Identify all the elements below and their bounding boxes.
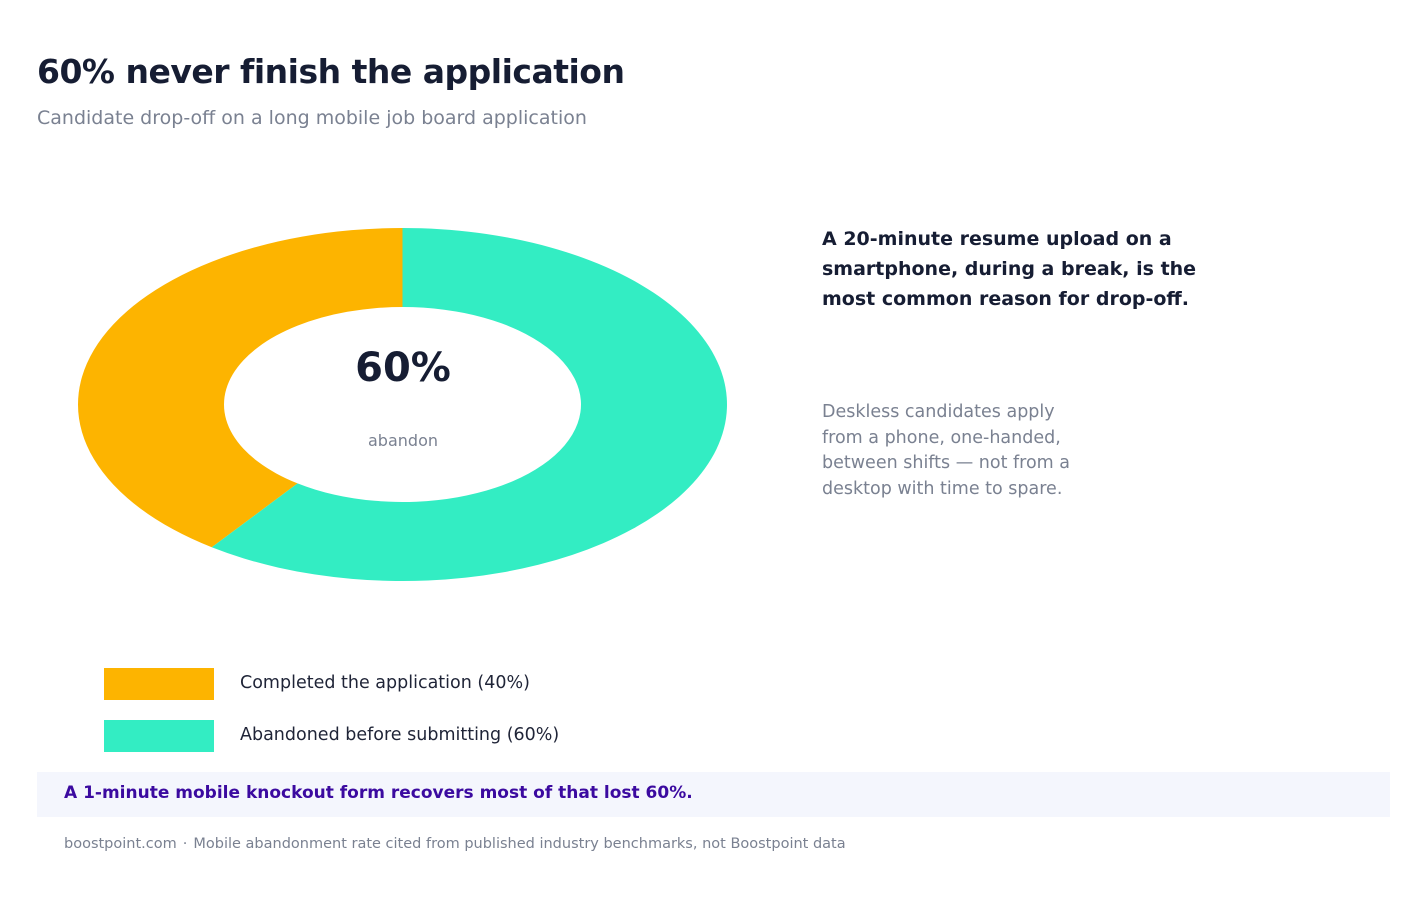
donut-center-label: abandon [368, 431, 438, 450]
legend-item-completed: Completed the application (40%) [104, 668, 664, 700]
takeaway-banner: A 1-minute mobile knockout form recovers… [37, 772, 1390, 817]
donut-slice-completed [77, 228, 403, 548]
legend-item-abandoned: Abandoned before submitting (60%) [104, 720, 664, 752]
chart-title: 60% never finish the application [37, 52, 625, 91]
donut-slice-abandoned [211, 228, 728, 581]
footer-site-link[interactable]: boostpoint.com [64, 836, 177, 852]
legend-label-completed: Completed the application (40%) [240, 673, 530, 693]
callout-heading: A 20-minute resume upload on a smartphon… [822, 228, 1197, 310]
takeaway-text: A 1-minute mobile knockout form recovers… [64, 783, 693, 803]
footer-separator: · [182, 836, 188, 852]
legend-label-abandoned: Abandoned before submitting (60%) [240, 725, 560, 745]
chart-subtitle: Candidate drop-off on a long mobile job … [37, 107, 587, 129]
legend-swatch-completed [104, 668, 214, 700]
legend-swatch-abandoned [104, 720, 214, 752]
callout-body: Deskless candidates apply from a phone, … [822, 402, 1070, 499]
footer-source-note: Mobile abandonment rate cited from publi… [193, 836, 846, 852]
donut-center-value: 60% [355, 345, 451, 391]
footer: boostpoint.com · Mobile abandonment rate c… [64, 836, 846, 852]
